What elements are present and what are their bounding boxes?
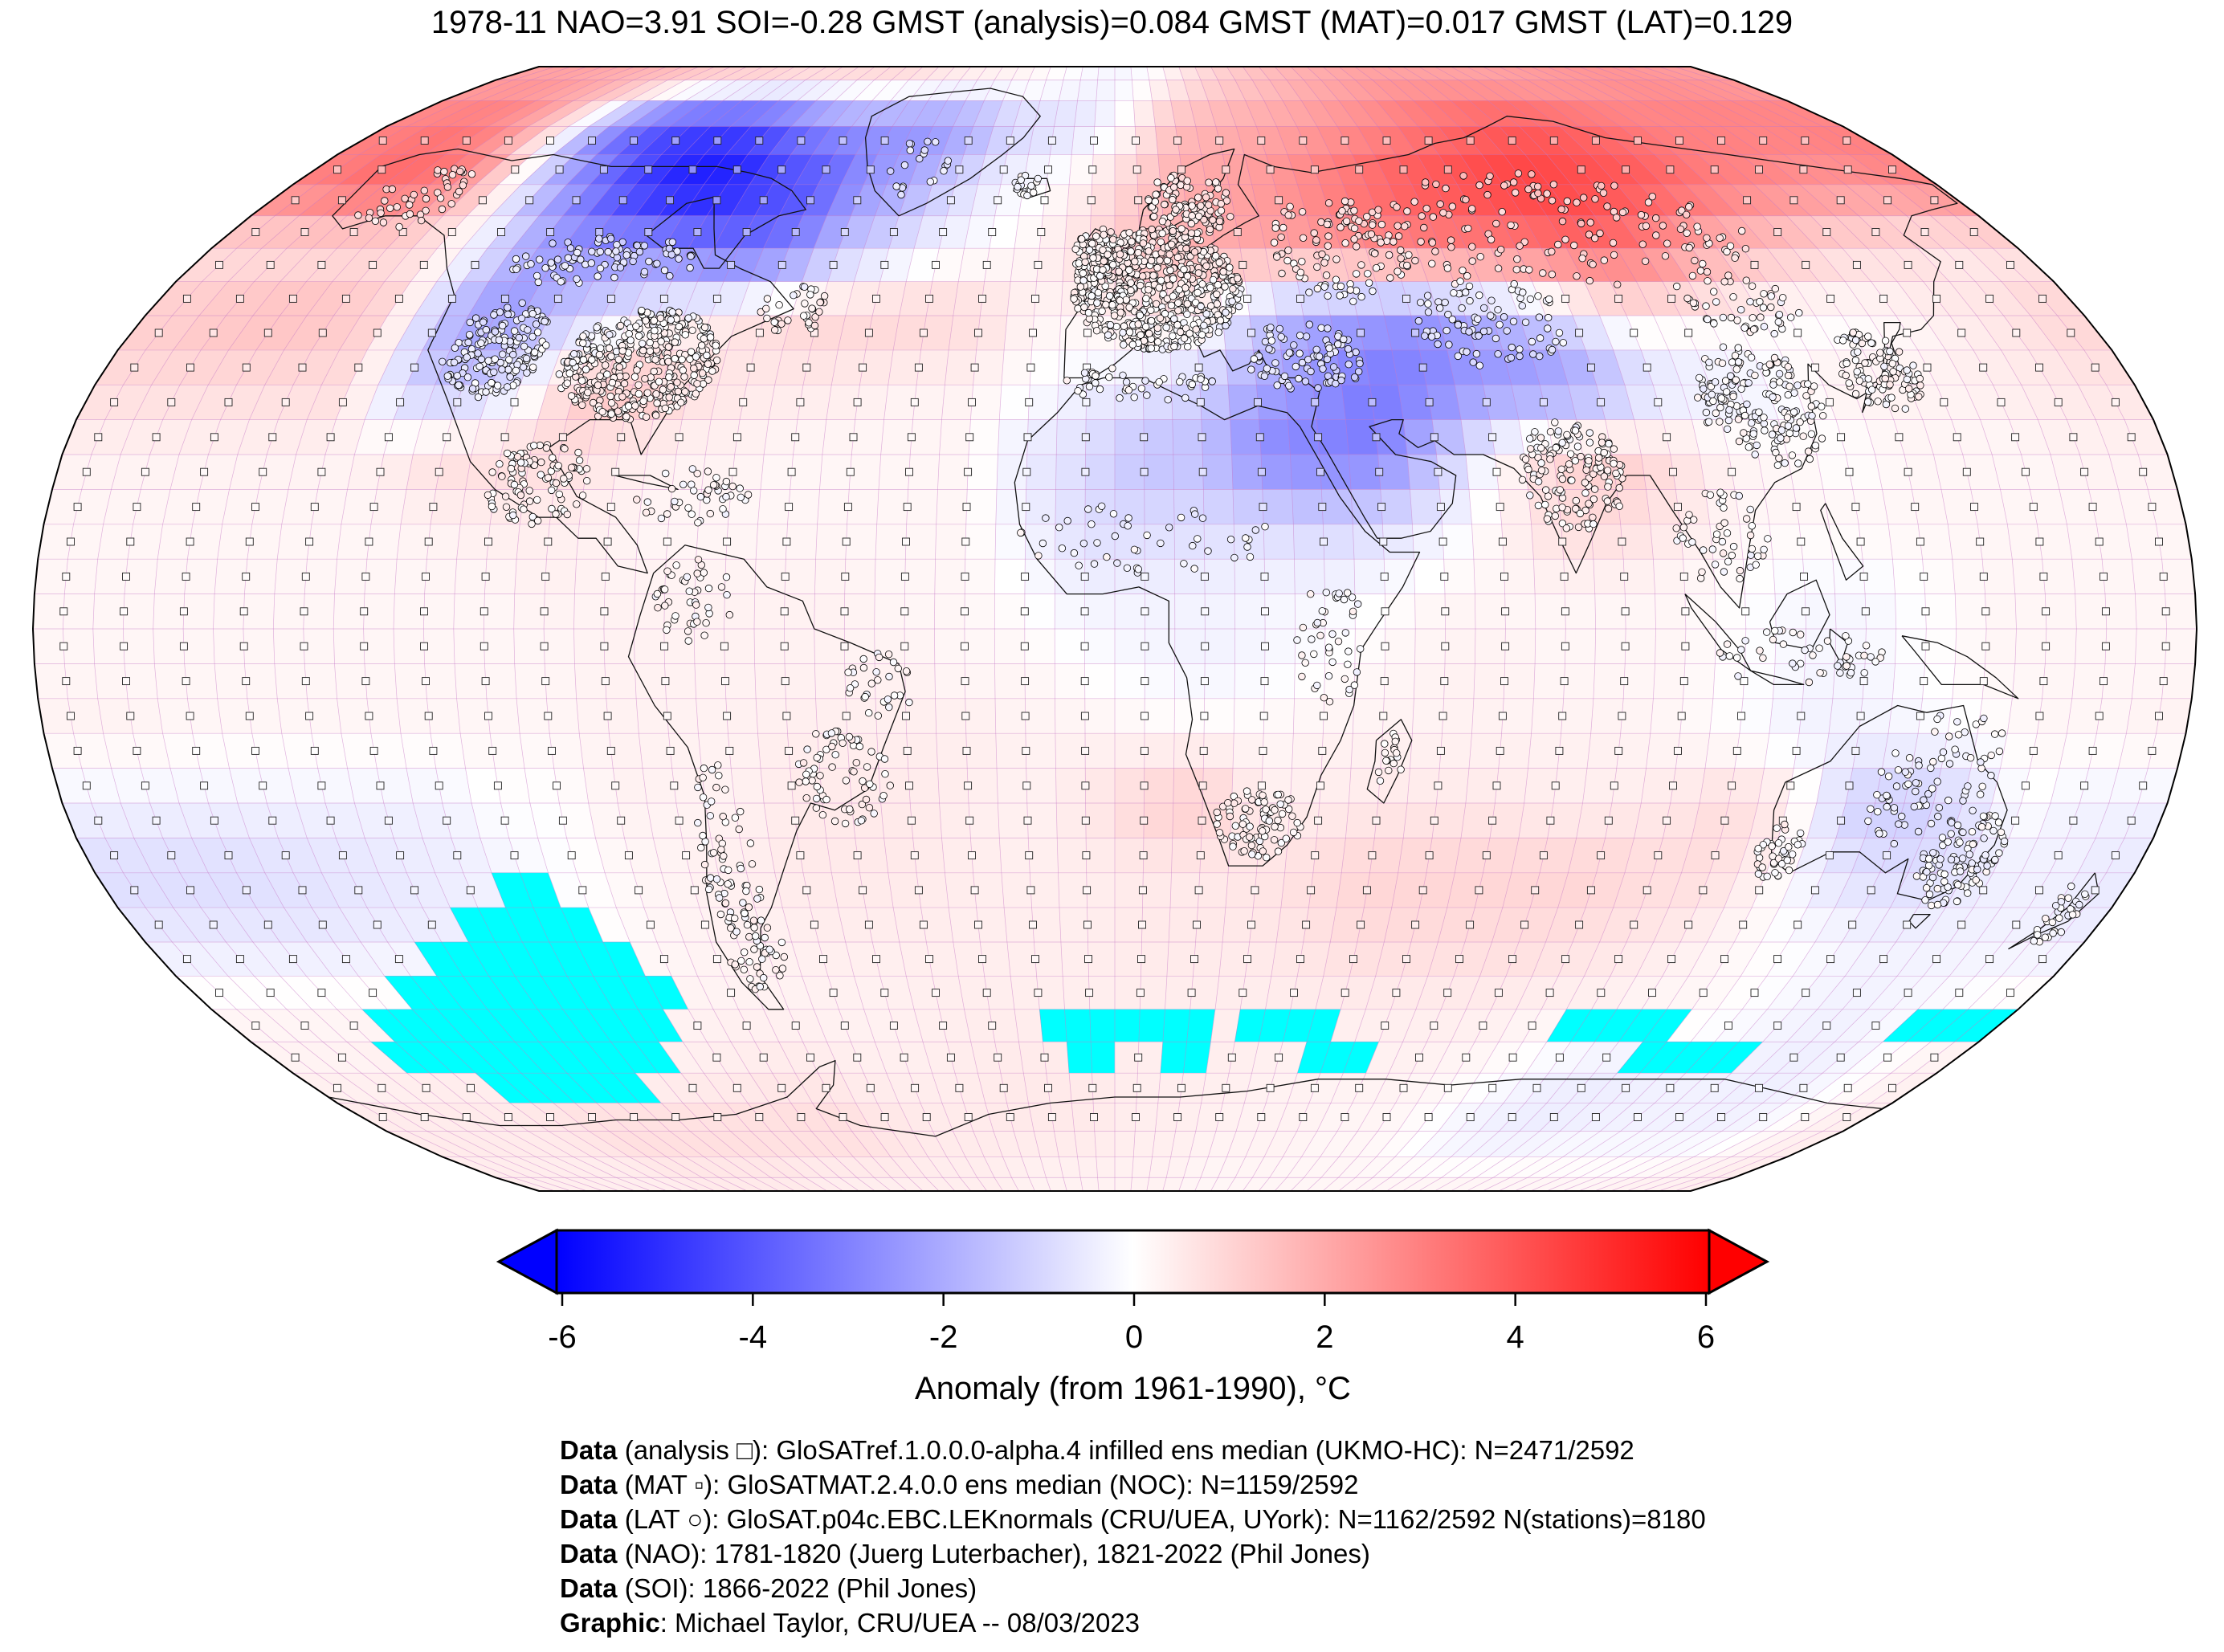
graticule-layer bbox=[31, 66, 2198, 1192]
attribution-text: (analysis □): GloSATref.1.0.0.0-alpha.4 … bbox=[617, 1435, 1634, 1465]
attribution-line: Data (LAT ○): GloSAT.p04c.EBC.LEKnormals… bbox=[560, 1502, 1706, 1536]
attribution-text: (NAO): 1781-1820 (Juerg Luterbacher), 18… bbox=[617, 1539, 1370, 1568]
attribution-text: : Michael Taylor, CRU/UEA -- 08/03/2023 bbox=[659, 1608, 1141, 1638]
gridcell-markers-layer bbox=[59, 137, 2170, 1121]
coastline-africa bbox=[1014, 377, 1421, 867]
station-markers-layer bbox=[354, 137, 2090, 993]
coastline-antarctica bbox=[328, 1059, 1883, 1137]
colorbar-tick-label: 4 bbox=[1507, 1320, 1524, 1355]
attribution-block: Data (analysis □): GloSATref.1.0.0.0-alp… bbox=[560, 1433, 1706, 1640]
colorbar-left-arrow bbox=[496, 1228, 558, 1295]
colorbar: -6 -4 -2 0 2 4 6 Anomaly (from 1961-1990), °C bbox=[496, 1228, 1770, 1406]
coastline-madagascar bbox=[1366, 719, 1413, 804]
attribution-prefix: Graphic bbox=[560, 1608, 660, 1638]
colorbar-gradient bbox=[555, 1229, 1711, 1295]
colorbar-axis-label: Anomaly (from 1961-1990), °C bbox=[915, 1371, 1351, 1406]
attribution-prefix: Data bbox=[560, 1539, 618, 1568]
attribution-line: Data (analysis □): GloSATref.1.0.0.0-alp… bbox=[560, 1433, 1706, 1467]
map-outline bbox=[31, 66, 2198, 1192]
attribution-prefix: Data bbox=[560, 1435, 618, 1465]
attribution-text: (MAT ▫): GloSATMAT.2.4.0.0 ens median (N… bbox=[617, 1470, 1359, 1499]
attribution-text: (SOI): 1866-2022 (Phil Jones) bbox=[617, 1573, 977, 1603]
coastline-philippines bbox=[1820, 503, 1864, 581]
attribution-line: Data (NAO): 1781-1820 (Juerg Luterbacher… bbox=[560, 1536, 1706, 1571]
attribution-line: Graphic: Michael Taylor, CRU/UEA -- 08/0… bbox=[560, 1605, 1706, 1640]
attribution-text: (LAT ○): GloSAT.p04c.EBC.LEKnormals (CRU… bbox=[617, 1504, 1706, 1534]
colorbar-tick-label: 2 bbox=[1316, 1320, 1333, 1355]
attribution-line: Data (MAT ▫): GloSATMAT.2.4.0.0 ens medi… bbox=[560, 1467, 1706, 1502]
figure-title: 1978-11 NAO=3.91 SOI=-0.28 GMST (analysi… bbox=[431, 5, 1793, 40]
attribution-prefix: Data bbox=[560, 1573, 618, 1603]
coastline-eurasia bbox=[1063, 116, 1958, 609]
attribution-line: Data (SOI): 1866-2022 (Phil Jones) bbox=[560, 1571, 1706, 1605]
coastline-new_guinea bbox=[1901, 635, 2019, 700]
colorbar-tick-label: 0 bbox=[1125, 1320, 1143, 1355]
coastline-new_zealand bbox=[2008, 872, 2100, 950]
colorbar-right-arrow bbox=[1708, 1228, 1770, 1295]
coastline-greenland bbox=[864, 88, 1041, 217]
attribution-prefix: Data bbox=[560, 1504, 618, 1534]
colorbar-tick-label: -4 bbox=[739, 1320, 768, 1355]
coastline-tasmania bbox=[1908, 913, 1931, 929]
colorbar-tick-label: 6 bbox=[1697, 1320, 1715, 1355]
colorbar-tick-label: -6 bbox=[548, 1320, 577, 1355]
attribution-prefix: Data bbox=[560, 1470, 618, 1499]
coastline-java bbox=[1750, 670, 1805, 686]
colorbar-tick-label: -2 bbox=[929, 1320, 958, 1355]
coastline-borneo bbox=[1769, 579, 1830, 651]
coastline-cuba bbox=[614, 475, 679, 491]
